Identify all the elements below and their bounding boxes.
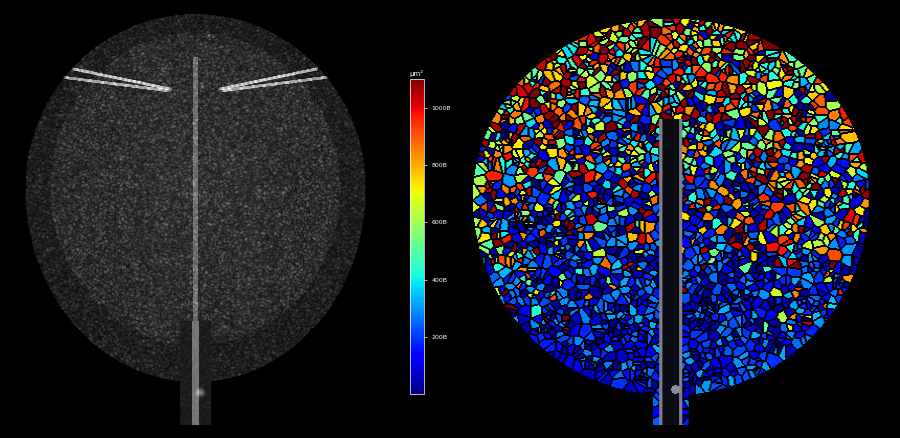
Title: µm²: µm² [410, 70, 424, 77]
